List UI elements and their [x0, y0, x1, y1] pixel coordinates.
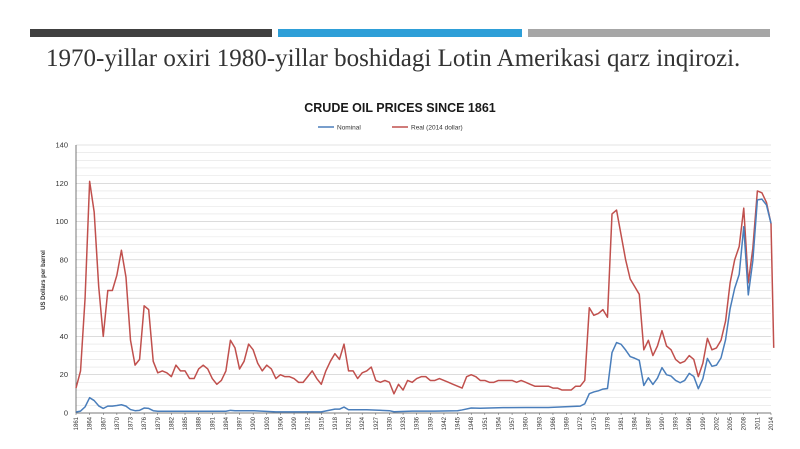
x-tick-label: 1861 [74, 416, 80, 430]
legend-label: Real (2014 dollar) [411, 124, 463, 131]
x-tick-label: 1966 [551, 416, 557, 430]
accent-bar-blue [278, 29, 522, 37]
x-tick-label: 1882 [169, 416, 175, 430]
chart-series [75, 180, 775, 413]
x-tick-label: 1933 [401, 416, 407, 430]
x-tick-label: 1993 [674, 416, 680, 430]
y-tick-label: 140 [55, 141, 68, 150]
x-tick-label: 1999 [701, 416, 707, 430]
x-tick-label: 1894 [224, 416, 230, 430]
chart-legend: Nominal Real (2014 dollar) [318, 124, 463, 131]
x-tick-label: 1957 [510, 416, 516, 430]
x-tick-label: 1915 [319, 416, 325, 430]
x-tick-label: 1996 [687, 416, 693, 430]
legend-label: Nominal [337, 124, 361, 131]
x-tick-label: 2002 [714, 416, 720, 430]
x-tick-label: 1948 [469, 416, 475, 430]
accent-bar-dark [30, 29, 272, 37]
x-tick-label: 1939 [428, 416, 434, 430]
x-tick-label: 1921 [347, 416, 353, 430]
x-tick-label: 1888 [197, 416, 203, 430]
x-tick-label: 1864 [88, 416, 94, 430]
x-tick-label: 1867 [101, 416, 107, 430]
y-tick-label: 120 [55, 179, 68, 188]
x-tick-label: 1963 [537, 416, 543, 430]
x-tick-label: 1903 [265, 416, 271, 430]
series-line-nominal [75, 198, 772, 413]
x-tick-label: 1936 [415, 416, 421, 430]
x-tick-label: 1990 [660, 416, 666, 430]
x-tick-label: 1906 [278, 416, 284, 430]
x-tick-label: 2008 [742, 416, 748, 430]
x-tick-label: 1972 [578, 416, 584, 430]
x-tick-label: 1891 [210, 416, 216, 430]
x-tick-label: 1918 [333, 416, 339, 430]
x-tick-label: 1885 [183, 416, 189, 430]
x-tick-label: 1897 [238, 416, 244, 430]
x-tick-label: 1945 [456, 416, 462, 430]
y-tick-label: 40 [60, 332, 68, 341]
x-tick-label: 1909 [292, 416, 298, 430]
y-axis-label: US Dollars per barrel [41, 250, 47, 310]
x-tick-label: 1978 [605, 416, 611, 430]
x-tick-label: 1912 [306, 416, 312, 430]
y-tick-label: 20 [60, 370, 68, 379]
x-tick-label: 1960 [524, 416, 530, 430]
x-tick-label: 1930 [387, 416, 393, 430]
x-tick-label: 2011 [755, 416, 761, 430]
x-tick-label: 1981 [619, 416, 625, 430]
y-tick-label: 80 [60, 255, 68, 264]
series-line-real [75, 180, 775, 395]
x-tick-label: 1924 [360, 416, 366, 430]
x-tick-label: 1879 [156, 416, 162, 430]
y-tick-label: 100 [55, 217, 68, 226]
x-tick-label: 1975 [592, 416, 598, 430]
x-tick-label: 1969 [565, 416, 571, 430]
x-tick-label: 1870 [115, 416, 121, 430]
chart-gridlines [76, 144, 771, 414]
accent-bar-gray [528, 29, 770, 37]
x-tick-label: 1927 [374, 416, 380, 430]
x-tick-label: 2014 [769, 416, 775, 430]
chart-title: CRUDE OIL PRICES SINCE 1861 [304, 101, 496, 115]
x-tick-label: 1954 [496, 416, 502, 430]
x-axis: 1861 1864 1867 1870 1873 1876 1879 1882 1885 1888… [74, 412, 775, 430]
x-tick-label: 1876 [142, 416, 148, 430]
y-axis: 0 20 40 60 80 100 120 140 [55, 141, 77, 418]
y-tick-label: 0 [64, 409, 68, 418]
x-tick-label: 2005 [728, 416, 734, 430]
x-tick-label: 1987 [646, 416, 652, 430]
y-tick-label: 60 [60, 294, 68, 303]
x-tick-label: 1984 [633, 416, 639, 430]
x-tick-label: 1942 [442, 416, 448, 430]
x-tick-label: 1873 [129, 416, 135, 430]
x-tick-label: 1900 [251, 416, 257, 430]
slide-title: 1970-yillar oxiri 1980-yillar boshidagi … [46, 45, 741, 72]
x-tick-label: 1951 [483, 416, 489, 430]
